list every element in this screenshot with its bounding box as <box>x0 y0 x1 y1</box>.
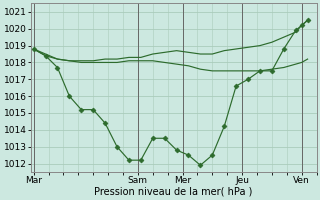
X-axis label: Pression niveau de la mer( hPa ): Pression niveau de la mer( hPa ) <box>94 187 253 197</box>
